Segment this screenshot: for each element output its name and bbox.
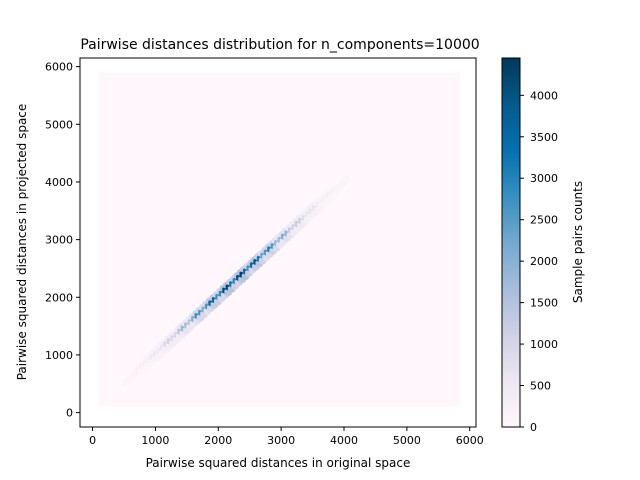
diagonal-hexbins <box>121 175 351 387</box>
y-tick-label: 3000 <box>45 234 73 247</box>
x-axis-label: Pairwise squared distances in original s… <box>146 456 411 470</box>
colorbar-tick-label: 3500 <box>530 131 558 144</box>
hexbin-cell <box>343 175 351 184</box>
colorbar-tick-label: 4000 <box>530 89 558 102</box>
colorbar-tick-label: 1000 <box>530 338 558 351</box>
plot-frame <box>79 57 477 428</box>
x-tick-label: 6000 <box>456 434 484 447</box>
x-tick-label: 2000 <box>204 434 232 447</box>
colorbar-tick-label: 500 <box>530 380 551 393</box>
y-tick-label: 2000 <box>45 291 73 304</box>
y-axis-ticks: 0 1000 2000 3000 4000 5000 6000 <box>45 61 80 420</box>
x-axis-ticks: 0 1000 2000 3000 4000 5000 6000 <box>89 427 484 447</box>
y-tick-label: 5000 <box>45 118 73 131</box>
chart-title: Pairwise distances distribution for n_co… <box>80 37 479 53</box>
colorbar-tick-label: 1500 <box>530 297 558 310</box>
colorbar-tick-label: 2000 <box>530 255 558 268</box>
colorbar-ticks: 0 500 1000 1500 2000 2500 3000 3500 4000 <box>520 89 558 434</box>
colorbar <box>501 57 521 428</box>
x-tick-label: 1000 <box>141 434 169 447</box>
x-tick-label: 5000 <box>393 434 421 447</box>
x-tick-label: 4000 <box>330 434 358 447</box>
x-tick-label: 3000 <box>267 434 295 447</box>
y-axis-label: Pairwise squared distances in projected … <box>15 104 29 381</box>
colorbar-tick-label: 2500 <box>530 214 558 227</box>
y-tick-label: 4000 <box>45 176 73 189</box>
colorbar-label: Sample pairs counts <box>571 181 585 303</box>
y-tick-label: 0 <box>66 407 73 420</box>
x-tick-label: 0 <box>89 434 96 447</box>
colorbar-tick-label: 0 <box>530 421 537 434</box>
y-tick-label: 1000 <box>45 349 73 362</box>
y-tick-label: 6000 <box>45 61 73 74</box>
colorbar-tick-label: 3000 <box>530 172 558 185</box>
